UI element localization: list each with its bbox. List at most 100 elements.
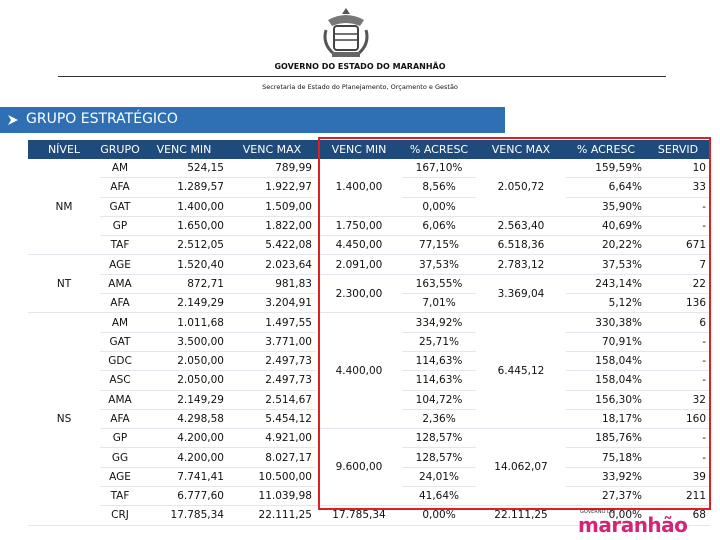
table-cell: 2.023,64 [228, 254, 316, 275]
table-cell: CRJ [100, 505, 140, 526]
table-cell: AM [100, 159, 140, 179]
column-header: SERVID [646, 140, 710, 159]
table-cell: 4.921,00 [228, 428, 316, 449]
table-cell: 156,30% [566, 390, 646, 410]
table-cell: 2.497,73 [228, 351, 316, 372]
table-cell: 10.500,00 [228, 467, 316, 488]
header-title: GOVERNO DO ESTADO DO MARANHÃO [274, 62, 446, 71]
table-cell: TAF [100, 235, 140, 256]
table-cell: AFA [100, 293, 140, 314]
table-cell: 158,04% [566, 370, 646, 391]
table-cell: AMA [100, 390, 140, 410]
table-cell: 136 [646, 293, 710, 314]
table-cell: 1.520,40 [140, 254, 228, 275]
table-cell: 671 [646, 235, 710, 256]
table-cell: 3.500,00 [140, 332, 228, 352]
table-row: AFA 4.298,58 5.454,12 2,36% 18,17% 160 [28, 409, 710, 430]
table-row: NS AM 1.011,68 1.497,55 4.400,00 334,92% 6.445… [28, 312, 710, 526]
table-cell: 2.149,29 [140, 390, 228, 410]
table-cell: ASC [100, 370, 140, 391]
logo-name: maranhão [578, 513, 688, 537]
table-cell: GAT [100, 197, 140, 217]
table-cell: GAT [100, 332, 140, 352]
table-cell: 35,90% [566, 197, 646, 217]
table-cell: 3.204,91 [228, 293, 316, 314]
table-cell: 75,18% [566, 447, 646, 468]
table-cell: 789,99 [228, 159, 316, 179]
table-cell: 2.050,72 [476, 159, 566, 217]
table-cell: 334,92% [402, 312, 476, 333]
table-cell: 167,10% [402, 159, 476, 179]
table-cell: 2.050,00 [140, 351, 228, 372]
table-row: GAT 3.500,00 3.771,00 25,71% 70,91% - [28, 332, 710, 352]
table-cell: 4.200,00 [140, 447, 228, 468]
table-cell: 211 [646, 486, 710, 507]
table-cell: 4.200,00 [140, 428, 228, 449]
table-cell: 3.771,00 [228, 332, 316, 352]
column-header: % ACRESC [402, 140, 476, 159]
table-cell: 1.011,68 [140, 312, 228, 333]
table-cell: 11.039,98 [228, 486, 316, 507]
column-header: NÍVEL [28, 140, 100, 159]
table-cell: 7 [646, 254, 710, 275]
table-cell: 185,76% [566, 428, 646, 449]
table-cell: 6 [646, 312, 710, 333]
table-cell: 20,22% [566, 235, 646, 256]
table-body: NM AM 524,15 789,99 1.400,00 167,10% 2.050,72 1… [28, 159, 710, 526]
table-cell: NS [28, 312, 100, 526]
table-cell: GG [100, 447, 140, 468]
bullet [8, 115, 18, 125]
table-cell: 0,00% [402, 197, 476, 217]
table-cell: 27,37% [566, 486, 646, 507]
table-cell: 1.400,00 [316, 159, 402, 217]
table-cell: 33 [646, 177, 710, 198]
table-row: NT AGE 1.520,40 2.023,64 2.091,00 37,53% 2.783… [28, 254, 710, 314]
table-cell: 163,55% [402, 274, 476, 295]
table-cell: AGE [100, 254, 140, 275]
table-cell: 158,04% [566, 351, 646, 372]
table: NÍVEL GRUPO VENC MIN VENC MAX VENC MIN% ACRE… [28, 140, 710, 526]
highlight-box [318, 137, 711, 510]
table-cell: 872,71 [140, 274, 228, 295]
table-cell: NM [28, 159, 100, 256]
table-cell: 4.298,58 [140, 409, 228, 430]
table-cell: 70,91% [566, 332, 646, 352]
column-header: VENC MAX [228, 140, 316, 159]
table-row: GG 4.200,00 8.027,17 128,57% 75,18% - [28, 447, 710, 468]
table-cell: 2.050,00 [140, 370, 228, 391]
table-cell: 77,15% [402, 235, 476, 256]
table-cell: 33,92% [566, 467, 646, 488]
table-cell: 2.783,12 [476, 254, 566, 275]
table-cell: 10 [646, 159, 710, 179]
table-row: ASC 2.050,00 2.497,73 114,63% 158,04% - [28, 370, 710, 391]
table-cell: 2,36% [402, 409, 476, 430]
table-cell: 39 [646, 467, 710, 488]
table-cell: 2.497,73 [228, 370, 316, 391]
table-cell: 1.822,00 [228, 216, 316, 237]
table-cell: AM [100, 312, 140, 333]
table-cell: - [646, 428, 710, 449]
table-cell: 2.300,00 [316, 274, 402, 314]
table-cell: 6.777,60 [140, 486, 228, 507]
table-cell: 22 [646, 274, 710, 295]
table-cell: 32 [646, 390, 710, 410]
table-cell: 7,01% [402, 293, 476, 314]
table-cell: 3.369,04 [476, 274, 566, 314]
table-cell: 5.454,12 [228, 409, 316, 430]
table-cell: AGE [100, 467, 140, 488]
table-cell: 17.785,34 [140, 505, 228, 526]
table-cell: 4.450,00 [316, 235, 402, 256]
logo-caption: GOVERNO DO [580, 509, 615, 515]
table-row: GP 1.650,00 1.822,00 1.750,00 6,06% 2.563,40 4… [28, 216, 710, 237]
table-cell: 5,12% [566, 293, 646, 314]
table-cell: 128,57% [402, 447, 476, 468]
table-cell: GP [100, 216, 140, 237]
table-cell: 9.600,00 [316, 428, 402, 507]
table-cell: 1.922,97 [228, 177, 316, 198]
table-cell: NT [28, 254, 100, 314]
table-cell: - [646, 351, 710, 372]
table-cell: 2.512,05 [140, 235, 228, 256]
table-cell: AMA [100, 274, 140, 295]
table-cell: 4.400,00 [316, 312, 402, 430]
